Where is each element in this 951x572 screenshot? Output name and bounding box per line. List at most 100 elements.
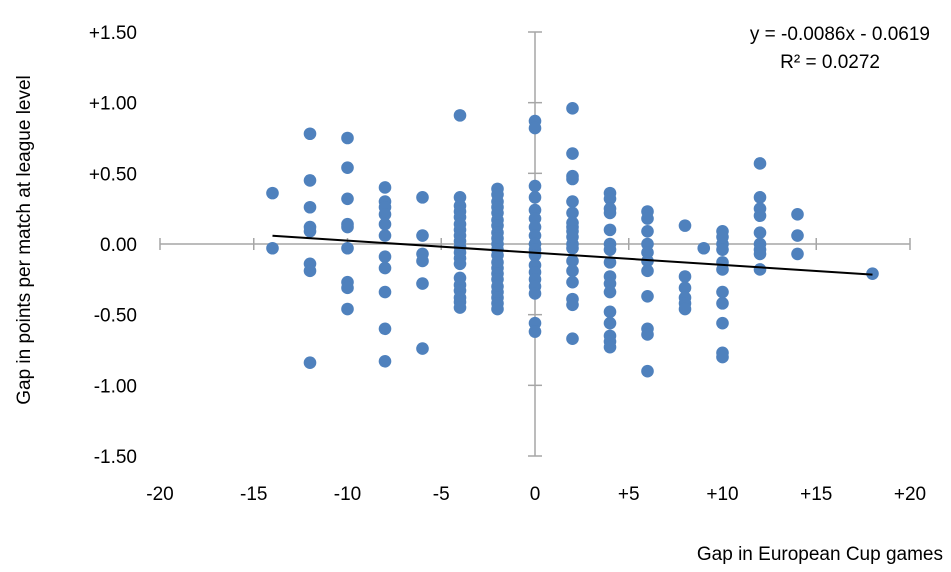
data-point <box>453 301 467 314</box>
data-point <box>641 224 654 238</box>
data-point <box>416 191 429 204</box>
data-point <box>303 356 317 370</box>
data-point <box>416 277 429 290</box>
data-point <box>303 174 317 187</box>
data-point <box>378 229 392 242</box>
data-point <box>641 264 654 278</box>
data-point <box>341 131 354 145</box>
data-point <box>603 206 617 220</box>
x-tick-label: +20 <box>894 484 926 505</box>
data-point <box>341 281 354 295</box>
data-point <box>753 157 767 170</box>
data-point <box>678 270 692 283</box>
data-point <box>303 127 317 141</box>
data-point <box>697 241 711 255</box>
data-point <box>378 208 392 221</box>
data-point <box>566 195 579 208</box>
data-point <box>566 332 579 345</box>
data-point <box>603 305 617 319</box>
data-point <box>416 342 429 355</box>
y-tick-label: +1.50 <box>89 23 137 44</box>
data-point <box>341 161 354 174</box>
data-point <box>603 340 617 354</box>
data-point <box>566 298 579 312</box>
x-tick-label: -15 <box>240 484 267 505</box>
data-point <box>491 302 504 316</box>
data-point <box>641 212 654 225</box>
data-point <box>603 223 617 237</box>
data-point <box>716 243 729 256</box>
data-point <box>716 263 729 276</box>
data-point <box>341 192 354 206</box>
data-point <box>566 264 579 278</box>
data-point <box>791 247 804 261</box>
data-point <box>678 302 692 316</box>
data-point <box>378 285 392 299</box>
data-point <box>378 217 392 231</box>
data-point <box>566 275 579 289</box>
y-tick-label: -1.00 <box>94 376 137 397</box>
data-point <box>453 109 467 122</box>
data-point <box>791 208 804 221</box>
y-tick-label: +1.00 <box>89 94 137 115</box>
x-tick-label: +10 <box>706 484 738 505</box>
data-point <box>416 254 429 268</box>
data-point <box>566 147 579 160</box>
data-point <box>603 285 617 299</box>
data-point <box>678 219 692 232</box>
data-point <box>716 285 729 299</box>
data-point <box>716 297 729 310</box>
x-tick-label: +5 <box>618 484 640 505</box>
data-point <box>641 289 654 303</box>
data-point <box>303 264 317 278</box>
tick-labels: -20 -15 -10 -5 0 +5 +10 +15 +20 +1.50 +1.00 +0.50 0.… <box>89 23 926 505</box>
trendline-group <box>272 234 873 276</box>
data-point <box>416 229 429 242</box>
trendline-r-squared: R² = 0.0272 <box>780 52 880 73</box>
data-point <box>378 322 392 336</box>
data-point <box>566 102 579 115</box>
data-point <box>566 254 579 268</box>
y-tick-label: -1.50 <box>94 447 137 468</box>
x-tick-label: 0 <box>530 484 541 505</box>
trendline <box>272 234 873 276</box>
data-point <box>453 257 467 271</box>
data-point <box>603 256 617 269</box>
data-point <box>603 243 617 256</box>
data-point <box>341 220 354 234</box>
data-point <box>753 226 767 239</box>
y-tick-label: -0.50 <box>94 306 137 327</box>
y-tick-label: 0.00 <box>100 235 137 256</box>
data-point <box>566 206 579 220</box>
x-tick-label: -20 <box>146 484 173 505</box>
data-point <box>528 121 542 135</box>
data-point <box>716 316 729 330</box>
x-tick-label: +15 <box>800 484 832 505</box>
data-point <box>566 241 579 255</box>
data-point <box>378 355 392 368</box>
trendline-equation: y = -0.0086x - 0.0619 <box>750 24 930 45</box>
data-point <box>791 229 804 242</box>
data-point <box>566 172 579 186</box>
data-point <box>378 250 392 264</box>
data-point <box>753 247 767 261</box>
data-point <box>528 179 542 193</box>
data-point <box>303 200 317 214</box>
data-point <box>678 281 692 295</box>
data-point <box>641 328 654 341</box>
data-point <box>603 316 617 330</box>
y-tick-label: +0.50 <box>89 164 137 185</box>
x-axis-title: Gap in European Cup games <box>697 544 943 565</box>
data-point <box>303 224 317 238</box>
data-point <box>528 191 542 204</box>
data-point <box>341 302 354 316</box>
data-point <box>753 191 767 204</box>
data-point <box>641 364 654 378</box>
data-point <box>341 241 354 255</box>
x-tick-label: -10 <box>334 484 361 505</box>
data-point <box>378 261 392 275</box>
data-points <box>266 102 879 378</box>
data-point <box>528 287 542 300</box>
data-point <box>266 186 279 200</box>
